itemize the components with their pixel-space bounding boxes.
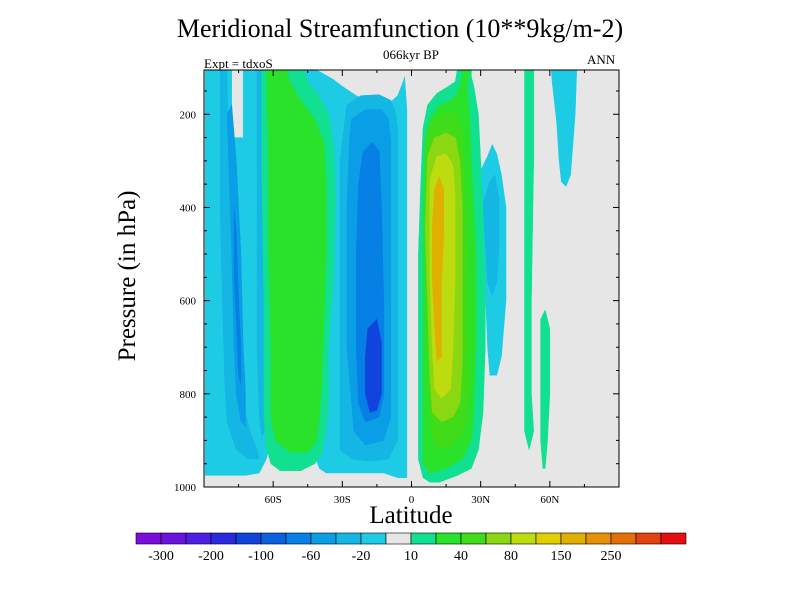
colorbar-label: 150 (551, 549, 572, 564)
x-tick-label: 30N (471, 494, 490, 506)
colorbar-swatch (535, 532, 562, 545)
y-tick-label: 400 (180, 202, 197, 214)
colorbar-swatch (185, 532, 212, 545)
x-tick-label: 60S (265, 494, 282, 506)
colorbar-swatch (560, 532, 587, 545)
colorbar-label: 80 (504, 549, 518, 564)
colorbar-swatch (160, 532, 187, 545)
experiment-label: Expt = tdxoS (204, 56, 273, 71)
colorbar-swatch (460, 532, 487, 545)
colorbar-label: 40 (454, 549, 468, 564)
colorbar-label: -100 (248, 549, 274, 564)
contour-region-9 (233, 207, 242, 385)
colorbar-swatch (260, 532, 287, 545)
colorbar-swatch (635, 532, 662, 545)
x-tick-label: 60N (540, 494, 559, 506)
y-tick-label: 800 (180, 389, 197, 401)
contour-region-21 (432, 176, 445, 362)
colorbar-label: -200 (198, 549, 224, 564)
colorbar-swatch (210, 532, 237, 545)
colorbar-label: 10 (404, 549, 418, 564)
colorbar-swatch (335, 532, 362, 545)
colorbar: -300 -200 -100 -60 -20 10 40 80 150 250 (135, 532, 687, 564)
x-tick-label: 0 (409, 494, 415, 506)
x-tick-label: 30S (334, 494, 351, 506)
contour-region-1 (551, 70, 578, 187)
colorbar-swatch (435, 532, 462, 545)
axes: 60S 30S 0 30N 60N 200 400 600 800 1000 (174, 70, 619, 506)
contour-region-15 (540, 309, 551, 469)
colorbar-swatch (585, 532, 612, 545)
colorbar-swatch (385, 532, 412, 545)
contour-region-14 (524, 70, 534, 450)
y-tick-label: 200 (180, 109, 197, 121)
colorbar-swatch (410, 532, 437, 545)
colorbar-swatch (310, 532, 337, 545)
colorbar-swatch (135, 532, 162, 545)
contour-region-6 (482, 174, 500, 297)
colorbar-swatch (610, 532, 637, 545)
colorbar-label: -60 (302, 549, 321, 564)
colorbar-swatch (660, 532, 687, 545)
colorbar-swatch (235, 532, 262, 545)
season-label: ANN (587, 52, 616, 67)
chart-subtitle: 066kyr BP (383, 47, 439, 62)
y-tick-label: 600 (180, 296, 197, 308)
chart-title: Meridional Streamfunction (10**9kg/m-2) (176, 14, 624, 43)
contour-fills (204, 70, 578, 483)
contour-region-16 (266, 70, 327, 453)
colorbar-label: -300 (148, 549, 174, 564)
colorbar-swatch (285, 532, 312, 545)
contour-region-11 (365, 319, 382, 413)
colorbar-label: -20 (352, 549, 371, 564)
colorbar-swatch (510, 532, 537, 545)
x-axis-label: Latitude (369, 502, 453, 529)
colorbar-swatch (485, 532, 512, 545)
y-tick-label: 1000 (174, 482, 197, 494)
colorbar-swatch (360, 532, 387, 545)
colorbar-label: 250 (601, 549, 622, 564)
